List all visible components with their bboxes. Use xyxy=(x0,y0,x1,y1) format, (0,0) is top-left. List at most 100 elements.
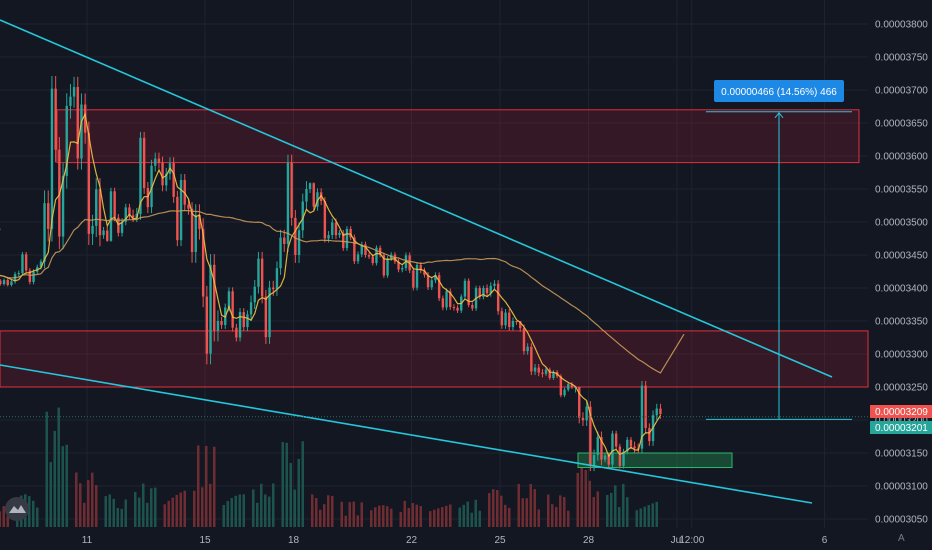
measure-tool[interactable]: 0.00000466 (14.56%) 466 xyxy=(706,80,852,420)
candle-body xyxy=(190,208,194,253)
volume-bar xyxy=(647,505,650,527)
volume-bar xyxy=(83,502,86,527)
volume-bar xyxy=(488,493,491,527)
price-tick-label: 0.00003350 xyxy=(875,317,928,328)
candle-body xyxy=(563,389,566,396)
trendline-descending-lower[interactable] xyxy=(0,364,813,504)
candle-body xyxy=(21,254,24,273)
volume-bar xyxy=(323,504,326,527)
volume-bar xyxy=(61,446,64,527)
candle-body xyxy=(43,203,46,262)
candle-body xyxy=(496,283,500,312)
candle-body xyxy=(194,214,197,253)
tradingview-cloud-icon[interactable] xyxy=(5,497,29,521)
volume-bar xyxy=(87,480,90,527)
candle-body xyxy=(28,270,32,283)
candle-body xyxy=(257,258,260,287)
candle-body xyxy=(511,321,515,328)
volume-bar xyxy=(521,498,524,527)
candle-body xyxy=(493,283,496,286)
candle-body xyxy=(401,268,404,270)
candle-body xyxy=(260,258,264,297)
volume-bar xyxy=(226,501,229,527)
candle-body xyxy=(648,428,651,442)
volume-bar xyxy=(331,495,334,527)
candle-body xyxy=(98,189,102,236)
volume-bar xyxy=(301,441,304,527)
candle-body xyxy=(611,433,614,465)
candle-body xyxy=(356,254,360,262)
volume-bar xyxy=(315,497,318,527)
volume-bar xyxy=(584,470,587,527)
measure-label-box[interactable] xyxy=(714,80,844,102)
volume-bar xyxy=(175,494,178,527)
volume-bar xyxy=(340,501,343,527)
price-tick-label: 0.00003300 xyxy=(875,350,928,361)
volume-bar xyxy=(378,505,381,527)
candle-body xyxy=(603,455,607,460)
volume-bar xyxy=(606,494,609,527)
volume-bar xyxy=(356,515,359,527)
volume-bar xyxy=(234,495,237,527)
volume-bar xyxy=(281,441,284,527)
volume-bar xyxy=(268,496,271,527)
volume-bar xyxy=(91,472,94,527)
candle-body xyxy=(165,173,168,186)
price-tick-label: 0.00003650 xyxy=(875,119,928,130)
candle-body xyxy=(128,207,131,216)
time-tick-label: 15 xyxy=(199,535,211,546)
volume-bars xyxy=(0,407,658,527)
candle-body xyxy=(205,296,209,354)
candle-body xyxy=(633,446,636,449)
candle-body xyxy=(419,264,422,271)
moving-averages xyxy=(0,112,685,458)
volume-bar xyxy=(53,430,56,527)
candle-body xyxy=(607,455,610,465)
volume-bar xyxy=(242,494,245,527)
candle-body xyxy=(312,183,315,207)
candle-body xyxy=(567,384,570,390)
candle-body xyxy=(297,230,301,255)
volume-bar xyxy=(547,494,550,527)
volume-bar xyxy=(2,506,5,527)
candle-body xyxy=(570,384,574,387)
candle-body xyxy=(246,314,249,328)
volume-bar xyxy=(201,487,204,527)
candle-body xyxy=(61,175,65,237)
volume-bar xyxy=(297,458,300,527)
volume-bar xyxy=(563,497,566,527)
candle-body xyxy=(452,307,456,309)
price-tick-label: 0.00003450 xyxy=(875,251,928,262)
trendline-descending-upper[interactable] xyxy=(0,19,833,378)
candle-body xyxy=(478,288,481,297)
corner-label[interactable]: A xyxy=(898,533,905,544)
volume-bar xyxy=(390,508,393,527)
candle-body xyxy=(150,165,153,208)
price-tick-label: 0.00003400 xyxy=(875,284,928,295)
volume-bar xyxy=(559,495,562,527)
price-axis[interactable]: 0.00003800 0.00003750 0.00003700 0.00003650… xyxy=(875,20,928,526)
resistance-zone[interactable] xyxy=(0,330,869,388)
support-zone[interactable] xyxy=(577,452,733,469)
candle-body xyxy=(10,281,13,285)
price-zones[interactable] xyxy=(0,109,869,469)
volume-bar xyxy=(311,494,314,527)
volume-bar xyxy=(95,485,98,527)
resistance-zone[interactable] xyxy=(56,109,860,164)
volume-bar xyxy=(466,501,469,527)
candle-body xyxy=(80,104,83,159)
candle-body xyxy=(412,270,415,288)
candle-body xyxy=(386,258,389,276)
volume-bar xyxy=(104,496,107,527)
volume-bar xyxy=(28,496,31,527)
candle-body xyxy=(69,96,72,106)
volume-bar xyxy=(344,515,347,527)
candle-body xyxy=(198,214,201,229)
volume-bar xyxy=(588,480,591,527)
candle-body xyxy=(308,183,312,189)
trendlines[interactable] xyxy=(0,19,833,504)
candle-body xyxy=(113,191,116,218)
volume-bar xyxy=(230,497,233,527)
